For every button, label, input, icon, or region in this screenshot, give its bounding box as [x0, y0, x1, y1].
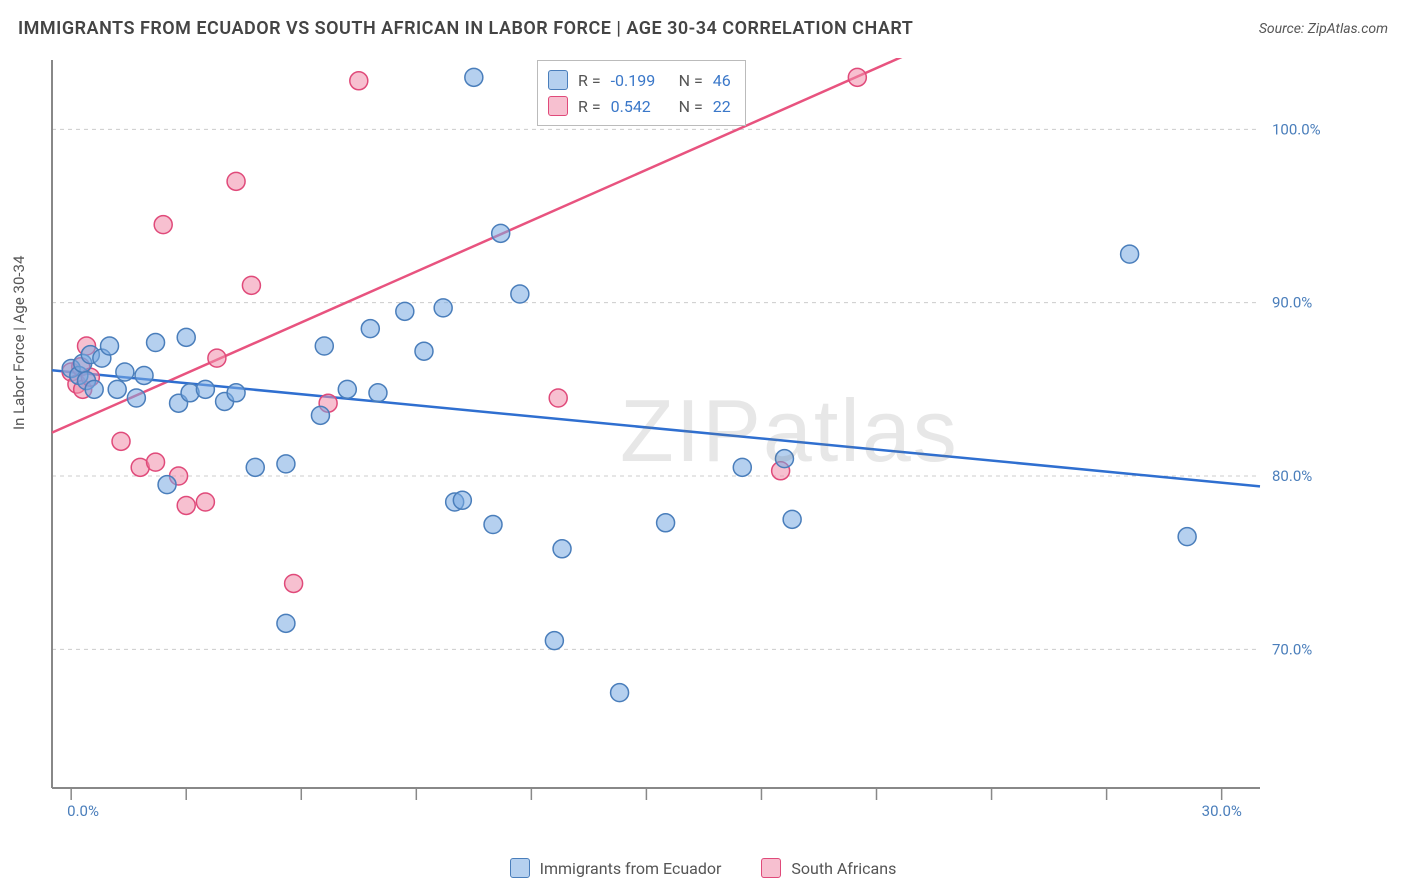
legend-row-sa: R = 0.542 N = 22 [548, 93, 731, 119]
n-label: N = [679, 97, 703, 116]
r-label: R = [578, 71, 601, 90]
r-value-sa: 0.542 [611, 97, 669, 116]
source-name: ZipAtlas.com [1308, 21, 1388, 37]
svg-text:90.0%: 90.0% [1272, 294, 1312, 312]
svg-text:70.0%: 70.0% [1272, 640, 1312, 658]
legend-item-ecuador: Immigrants from Ecuador [510, 858, 722, 878]
n-value-sa: 22 [713, 97, 731, 116]
r-label: R = [578, 97, 601, 116]
chart-title: IMMIGRANTS FROM ECUADOR VS SOUTH AFRICAN… [18, 18, 913, 39]
n-value-ecuador: 46 [713, 71, 731, 90]
r-value-ecuador: -0.199 [611, 71, 669, 90]
y-axis-label: In Labor Force | Age 30-34 [10, 256, 28, 430]
swatch-sa [548, 96, 568, 116]
legend-label-sa: South Africans [791, 859, 896, 878]
svg-text:30.0%: 30.0% [1202, 802, 1242, 818]
source-attribution: Source: ZipAtlas.com [1259, 21, 1388, 37]
swatch-ecuador [548, 70, 568, 90]
chart-plot-area: 70.0% 80.0% 90.0% 100.0% 0.0% 30.0% [50, 58, 1340, 818]
svg-text:100.0%: 100.0% [1272, 120, 1321, 138]
chart-header: IMMIGRANTS FROM ECUADOR VS SOUTH AFRICAN… [18, 18, 1388, 39]
correlation-legend: R = -0.199 N = 46 R = 0.542 N = 22 [537, 60, 746, 126]
series-legend: Immigrants from Ecuador South Africans [0, 858, 1406, 878]
n-label: N = [679, 71, 703, 90]
scatter-svg: 70.0% 80.0% 90.0% 100.0% 0.0% 30.0% [50, 58, 1340, 818]
swatch-sa [761, 858, 781, 878]
legend-label-ecuador: Immigrants from Ecuador [540, 859, 722, 878]
legend-item-sa: South Africans [761, 858, 896, 878]
swatch-ecuador [510, 858, 530, 878]
source-prefix: Source: [1259, 21, 1308, 37]
svg-text:0.0%: 0.0% [67, 802, 99, 818]
legend-row-ecuador: R = -0.199 N = 46 [548, 67, 731, 93]
svg-text:80.0%: 80.0% [1272, 467, 1312, 485]
